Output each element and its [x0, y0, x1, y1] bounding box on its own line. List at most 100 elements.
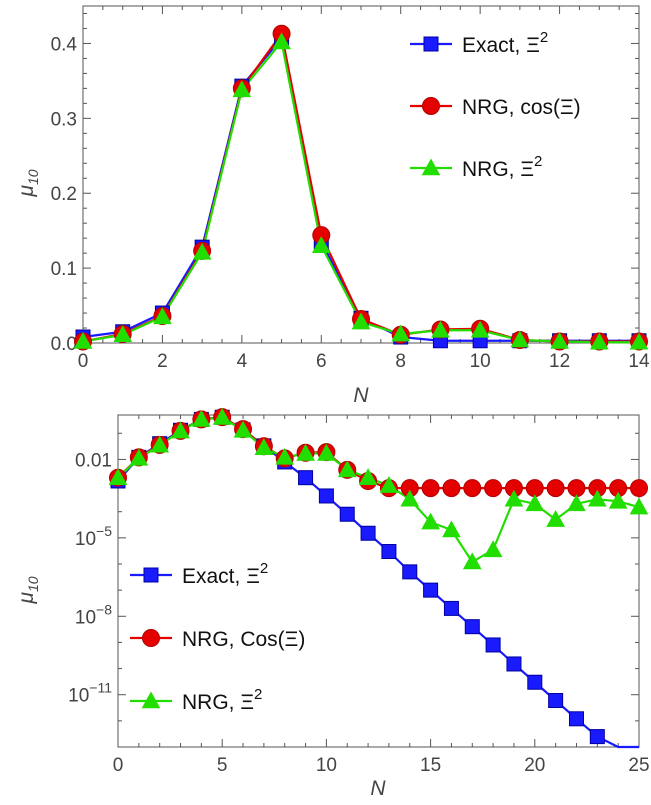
bottom-legend: Exact, Ξ2 NRG, Cos(Ξ) NRG, Ξ2 [130, 560, 305, 714]
bottom-x-tick-label: 25 [628, 755, 649, 776]
top-series-point-2 [272, 32, 291, 50]
top-x-tick-label: 8 [395, 351, 406, 372]
top-series-point-2 [192, 242, 212, 260]
bottom-series-point-1 [525, 479, 544, 498]
bottom-series-point-1 [442, 479, 461, 498]
bottom-series-point-0 [339, 506, 355, 522]
bottom-series-point-0 [589, 729, 605, 745]
bottom-series-point-2 [358, 468, 378, 485]
top-legend-marker-1 [422, 97, 440, 115]
bottom-legend-marker-2 [141, 691, 161, 709]
top-series-point-2 [431, 320, 450, 338]
bottom-y-tick-label: 10−8 [75, 601, 112, 628]
bottom-series-point-0 [464, 619, 480, 635]
bottom-series-point-0 [423, 582, 439, 598]
top-x-axis-title: N [353, 384, 369, 407]
bottom-series-point-2 [546, 510, 565, 527]
bottom-series-point-2 [400, 489, 420, 507]
top-panel: 0 2 4 6 8 10 12 140.00.10.20.30.4 N μ10 Exact, … [15, 5, 650, 407]
bottom-series-point-2 [483, 540, 503, 558]
top-x-tick-label: 14 [628, 351, 650, 372]
top-series-point-2 [232, 80, 252, 98]
bottom-series-point-0 [506, 656, 522, 672]
bottom-series-point-0 [402, 564, 418, 580]
bottom-series-point-2 [275, 447, 295, 465]
top-y-tick-label: 0.3 [51, 109, 77, 130]
top-legend-marker-2 [421, 158, 441, 176]
bottom-legend-label-1: NRG, Cos(Ξ) [182, 628, 305, 651]
bottom-y-axis-title: μ10 [15, 576, 41, 604]
bottom-series-point-0 [548, 693, 564, 709]
bottom-series-point-0 [318, 488, 334, 504]
top-series-group [73, 24, 649, 351]
top-legend: Exact, Ξ2 NRG, cos(Ξ) NRG, Ξ2 [410, 29, 581, 181]
top-y-tick-label: 0.1 [51, 259, 77, 280]
bottom-series-point-2 [171, 421, 190, 439]
bottom-series-point-0 [485, 637, 501, 653]
bottom-series-point-2 [379, 476, 399, 493]
bottom-series-point-1 [484, 479, 503, 498]
bottom-series-point-2 [587, 489, 607, 507]
bottom-x-tick-label: 20 [524, 755, 545, 776]
top-x-tick-label: 2 [157, 351, 168, 372]
top-series-point-2 [629, 332, 649, 350]
bottom-series-point-0 [381, 544, 397, 560]
top-y-axis-title-base: μ [15, 185, 38, 198]
bottom-series-point-2 [525, 494, 545, 512]
top-series-point-2 [470, 320, 490, 338]
bottom-series-point-2 [150, 435, 170, 453]
top-y-axis-title-sub: 10 [25, 169, 41, 185]
top-legend-label-0: Exact, Ξ2 [462, 29, 548, 57]
bottom-series-point-2 [608, 491, 628, 509]
bottom-series-point-1 [567, 479, 586, 498]
top-axis-ticks: 0 2 4 6 8 10 12 14 0.0 0.1 0.2 0.3 0.4 [51, 6, 650, 372]
bottom-y-tick-label: 10−11 [68, 680, 112, 707]
top-series-line-0 [82, 35, 639, 342]
bottom-legend-marker-0 [143, 567, 159, 583]
bottom-series-point-2 [421, 512, 440, 530]
bottom-series-point-2 [317, 443, 336, 461]
bottom-plot-frame [117, 414, 640, 748]
bottom-series-point-0 [527, 674, 543, 690]
top-x-tick-label: 6 [316, 351, 327, 372]
bottom-series-point-2 [192, 409, 211, 427]
bottom-y-tick-label: 0.01 [75, 450, 112, 471]
bottom-series-point-2 [108, 468, 128, 485]
top-series-point-2 [73, 331, 93, 349]
bottom-x-tick-label: 5 [217, 755, 228, 776]
bottom-series-point-1 [463, 479, 482, 498]
bottom-series-point-2 [567, 494, 586, 512]
top-legend-marker-0 [423, 36, 439, 52]
top-series-point-2 [113, 325, 133, 343]
top-series-point-2 [550, 331, 569, 349]
bottom-y-axis-title-base: μ [15, 592, 38, 605]
top-series-point-2 [153, 307, 172, 325]
bottom-series-group [108, 407, 649, 749]
bottom-series-point-2 [129, 448, 149, 466]
top-y-tick-label: 0.0 [51, 334, 77, 355]
bottom-x-tick-label: 15 [420, 755, 441, 776]
bottom-series-line-1 [117, 416, 639, 490]
bottom-series-point-2 [629, 497, 649, 515]
bottom-y-tick-label: 10−5 [75, 523, 112, 550]
top-series-point-2 [510, 330, 530, 348]
bottom-series-point-2 [442, 520, 461, 538]
bottom-series-point-1 [421, 479, 440, 498]
bottom-axis-ticks: 0 5 10 15 20 25 0.01 10−5 10−8 10−11 [68, 415, 650, 776]
top-y-tick-label: 0.2 [51, 184, 77, 205]
top-series-line-2 [82, 39, 639, 344]
top-y-axis-title: μ10 [15, 169, 41, 197]
bottom-series-point-0 [568, 711, 584, 727]
bottom-series-point-0 [443, 600, 459, 616]
bottom-legend-marker-1 [142, 629, 160, 647]
top-series-point-2 [311, 236, 331, 253]
top-series-point-2 [589, 332, 609, 350]
top-x-tick-label: 10 [470, 351, 491, 372]
bottom-series-point-2 [233, 420, 253, 438]
top-x-tick-label: 0 [78, 351, 89, 372]
bottom-legend-label-0: Exact, Ξ2 [182, 560, 268, 588]
bottom-series-point-2 [462, 552, 482, 570]
top-legend-label-1: NRG, cos(Ξ) [462, 96, 581, 119]
